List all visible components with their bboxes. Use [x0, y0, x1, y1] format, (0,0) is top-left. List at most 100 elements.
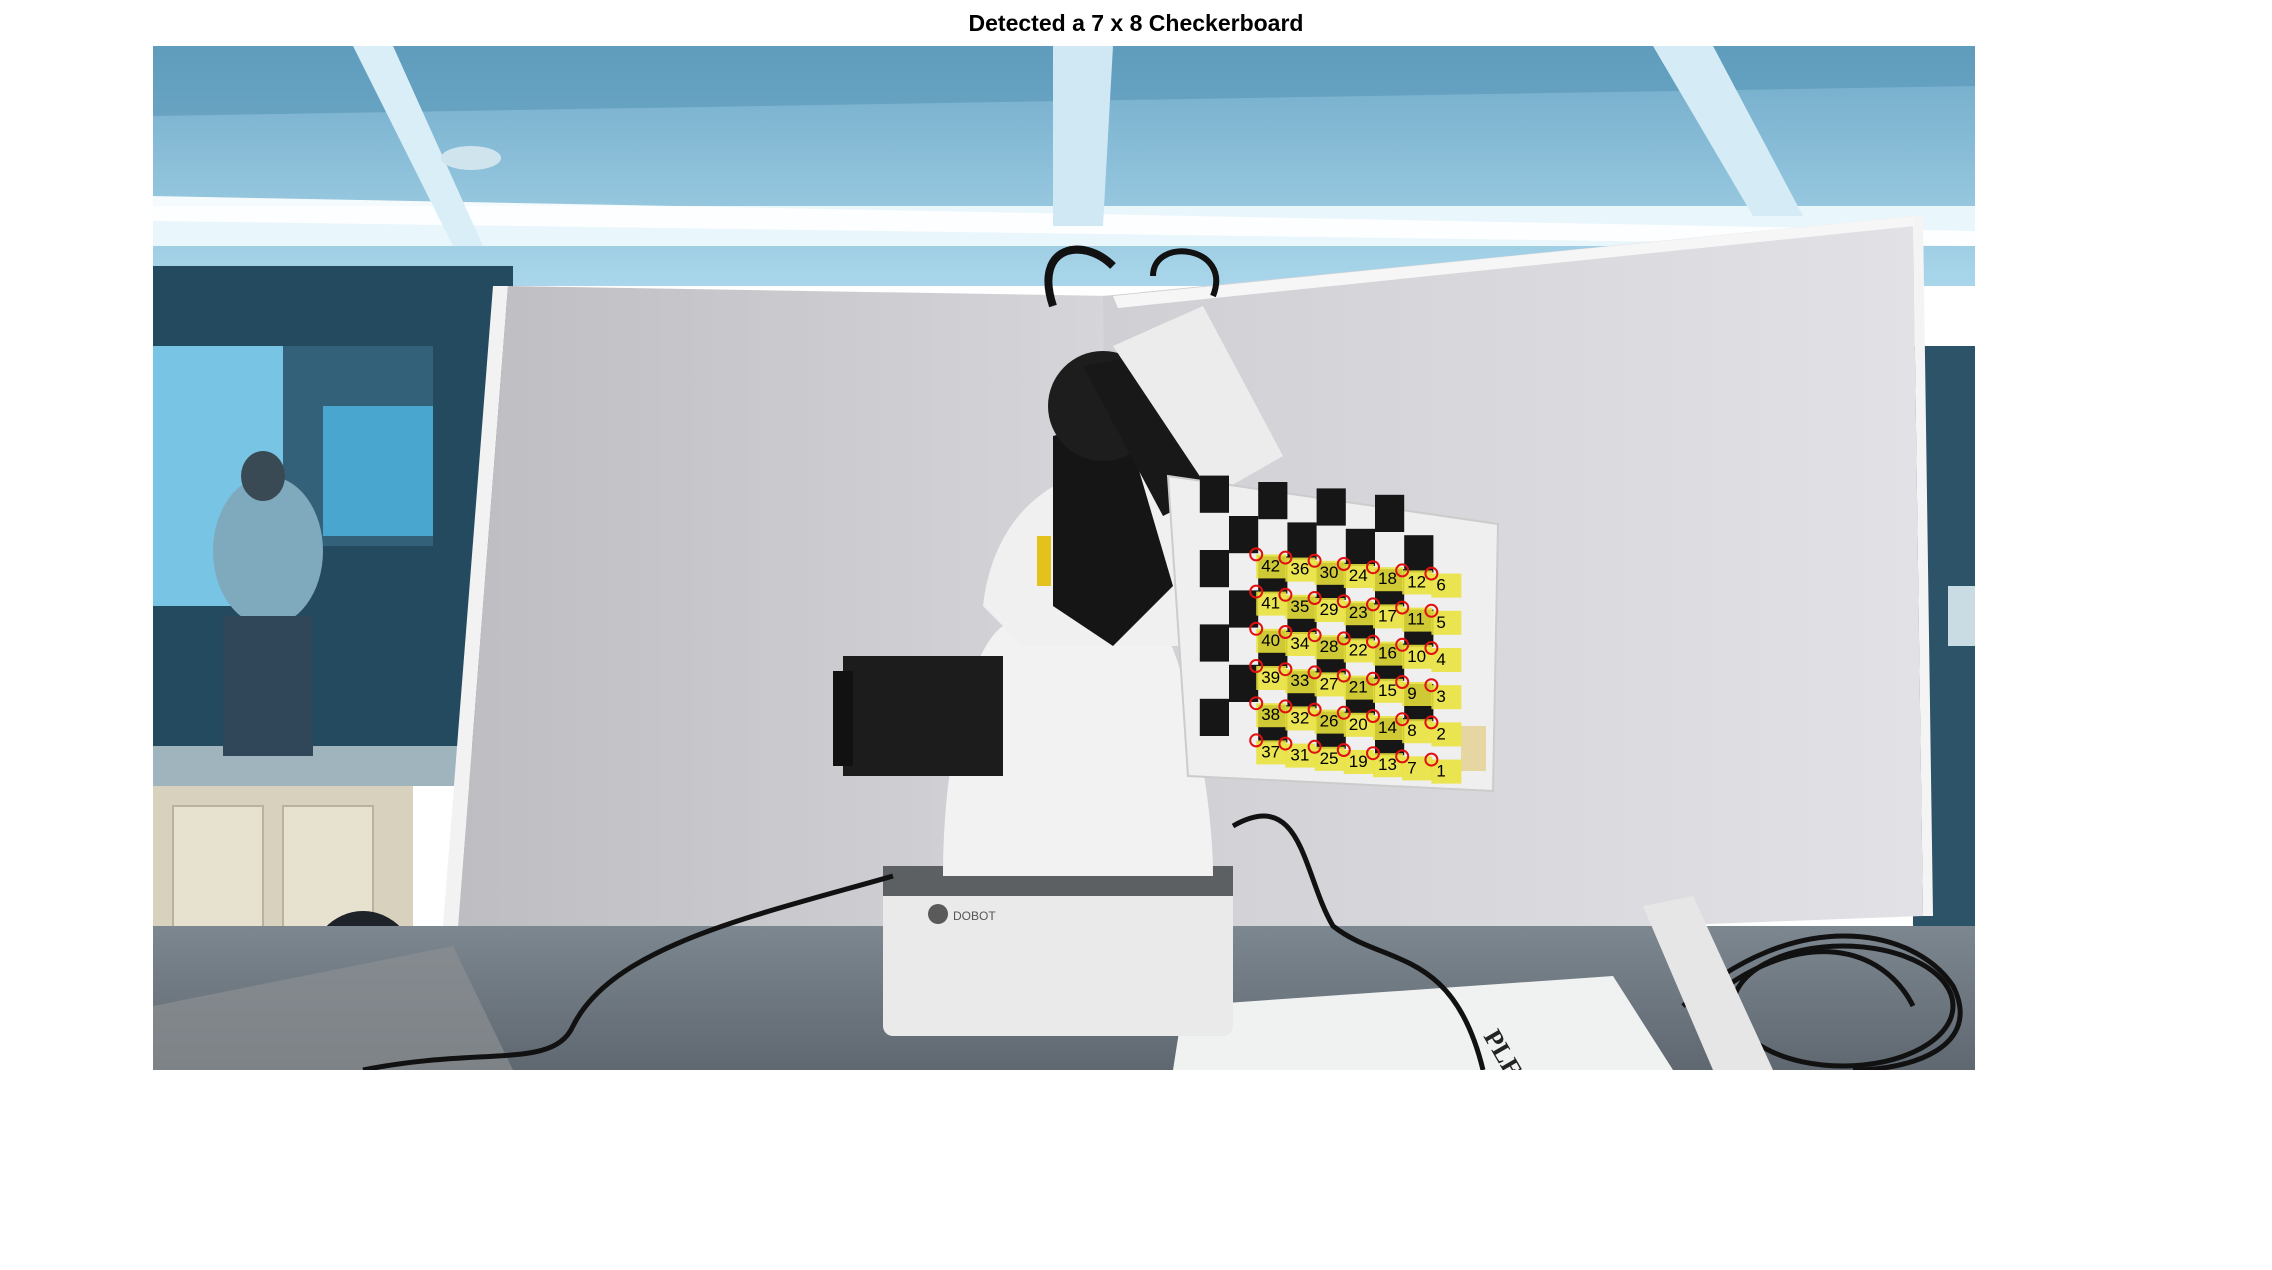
- corner-marker: [1307, 739, 1322, 754]
- corner-point: 29: [1307, 591, 1345, 622]
- corner-point: 20: [1336, 705, 1374, 737]
- corner-point: 9: [1395, 675, 1433, 706]
- corner-point: 13: [1366, 746, 1403, 778]
- corner-marker: [1395, 637, 1410, 652]
- corner-marker: [1249, 621, 1264, 636]
- corner-marker: [1424, 752, 1439, 767]
- corner-label: 15: [1378, 681, 1397, 700]
- corner-point: 11: [1395, 600, 1433, 632]
- corner-point: 26: [1307, 702, 1345, 734]
- corner-label: 34: [1290, 634, 1309, 653]
- corner-point: 38: [1249, 696, 1287, 728]
- corner-marker: [1366, 634, 1380, 649]
- checker-square: [1375, 494, 1405, 532]
- corner-point: 39: [1249, 659, 1287, 690]
- corner-label: 20: [1349, 715, 1368, 734]
- corner-point: 1: [1424, 752, 1462, 784]
- corner-point: 42: [1249, 547, 1287, 579]
- corner-label: 19: [1349, 752, 1368, 771]
- corner-marker: [1307, 553, 1322, 568]
- corner-marker: [1395, 712, 1410, 727]
- corner-marker: [1278, 699, 1293, 714]
- corner-point: 32: [1278, 699, 1316, 731]
- corner-marker: [1249, 659, 1264, 673]
- corner-label: 36: [1290, 560, 1309, 579]
- corner-marker: [1278, 550, 1293, 565]
- corner-label: 16: [1378, 644, 1397, 663]
- corner-label: 24: [1349, 566, 1368, 585]
- corner-point: 22: [1336, 631, 1374, 663]
- corner-marker: [1395, 749, 1410, 764]
- corner-label: 37: [1261, 742, 1280, 761]
- corner-marker: [1307, 702, 1322, 717]
- corner-marker: [1336, 705, 1351, 720]
- corner-label: 28: [1320, 637, 1339, 656]
- corner-label: 42: [1261, 556, 1280, 575]
- corner-marker: [1424, 566, 1439, 581]
- corner-label: 17: [1378, 606, 1397, 625]
- corner-point: 40: [1249, 621, 1287, 653]
- corner-label: 12: [1407, 572, 1426, 591]
- corner-label: 2: [1436, 724, 1445, 743]
- corner-marker: [1249, 733, 1264, 748]
- corner-point: 37: [1249, 733, 1287, 765]
- corner-point: 35: [1278, 587, 1316, 619]
- corner-label: 13: [1378, 755, 1397, 774]
- corner-point: 34: [1278, 625, 1316, 656]
- corner-point: 17: [1366, 597, 1403, 629]
- checker-square: [1229, 664, 1259, 702]
- corner-marker: [1366, 671, 1380, 686]
- corner-label: 26: [1320, 712, 1339, 731]
- corner-point: 28: [1307, 628, 1345, 660]
- checker-square: [1258, 482, 1288, 520]
- corner-label: 21: [1349, 678, 1368, 697]
- corner-point: 18: [1366, 560, 1403, 592]
- corner-label: 29: [1320, 600, 1339, 619]
- corner-label: 18: [1378, 569, 1397, 588]
- corner-marker: [1395, 675, 1410, 689]
- robot-brand: DOBOT: [953, 909, 996, 923]
- corner-marker: [1307, 591, 1322, 605]
- corner-point: 41: [1249, 584, 1287, 616]
- robot-arm: DOBOT: [833, 245, 1283, 1036]
- figure-title: Detected a 7 x 8 Checkerboard: [968, 10, 1304, 36]
- corner-label: 11: [1407, 610, 1425, 629]
- corner-marker: [1336, 743, 1351, 757]
- corner-point: 2: [1424, 715, 1462, 747]
- corner-point: 30: [1307, 553, 1345, 585]
- corner-marker: [1336, 594, 1351, 609]
- corner-point: 36: [1278, 550, 1316, 582]
- corner-point: 8: [1395, 712, 1433, 744]
- corner-label: 33: [1290, 671, 1309, 690]
- checker-square: [1199, 475, 1229, 513]
- corner-label: 27: [1320, 674, 1339, 693]
- corner-point: 12: [1395, 563, 1433, 595]
- power-strip: [1643, 896, 1773, 1070]
- corner-point: 24: [1336, 557, 1374, 588]
- corner-marker: [1336, 631, 1351, 646]
- corner-label: 25: [1320, 749, 1339, 768]
- checker-square: [1287, 522, 1317, 560]
- corner-label: 1: [1436, 762, 1445, 781]
- corner-marker: [1424, 715, 1439, 730]
- corner-label: 40: [1261, 631, 1280, 650]
- corner-label: 4: [1436, 650, 1445, 669]
- checker-square: [1229, 516, 1259, 554]
- corner-label: 3: [1436, 687, 1445, 706]
- corner-marker: [1278, 625, 1293, 639]
- corner-label: 23: [1349, 603, 1368, 622]
- corner-markers: 3738394041423132333435362526272829301920…: [1249, 547, 1462, 784]
- corner-label: 38: [1261, 705, 1280, 724]
- corner-label: 14: [1378, 718, 1397, 737]
- corner-point: 23: [1336, 594, 1374, 626]
- corner-label: 41: [1261, 594, 1280, 613]
- corner-point: 19: [1336, 743, 1374, 774]
- corner-label: 7: [1407, 758, 1416, 777]
- paper-sign: PLEASE CLEAN: [1173, 976, 1673, 1070]
- corner-marker: [1395, 563, 1410, 578]
- cables: [362, 813, 1963, 1070]
- corner-marker: [1395, 600, 1410, 615]
- corner-label: 10: [1407, 647, 1426, 666]
- corner-point: 10: [1395, 637, 1433, 669]
- corner-label: 39: [1261, 668, 1280, 687]
